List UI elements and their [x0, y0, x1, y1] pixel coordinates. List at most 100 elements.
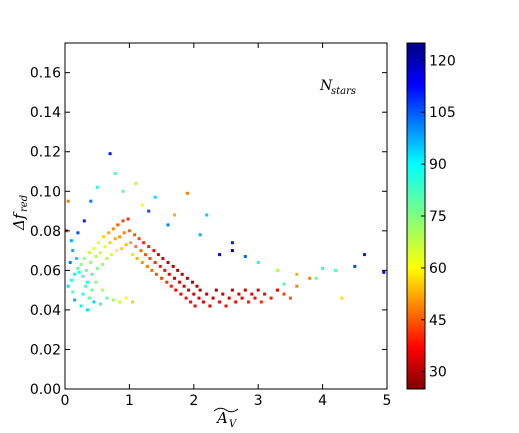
scatter-point — [124, 243, 128, 247]
scatter-point — [113, 172, 117, 175]
scatter-point — [176, 268, 180, 272]
scatter-point — [105, 296, 109, 300]
colorbar-tick-label: 30 — [429, 365, 447, 381]
scatter-point — [205, 213, 209, 217]
scatter-point — [100, 262, 104, 266]
scatter-point — [77, 270, 81, 274]
y-axis-label: Δf red — [10, 195, 30, 231]
scatter-point — [71, 249, 75, 253]
scatter-point — [234, 300, 238, 304]
scatter-point — [111, 227, 115, 231]
scatter-point — [66, 199, 70, 203]
scatter-point — [89, 199, 93, 203]
scatter-point — [84, 284, 88, 288]
scatter-point — [314, 276, 318, 280]
scatter-point — [282, 292, 286, 296]
scatter-point — [150, 268, 154, 272]
colorbar-tick-label: 45 — [429, 313, 447, 329]
plot-frame — [64, 42, 388, 390]
scatter-point — [81, 274, 85, 278]
y-tick-label: 0.10 — [30, 184, 61, 200]
x-axis-label: A V — [213, 407, 239, 430]
scatter-point — [237, 292, 241, 296]
scatter-point — [202, 300, 205, 304]
scatter-point — [94, 280, 98, 284]
scatter-point — [131, 300, 135, 304]
scatter-point — [134, 245, 138, 249]
scatter-point — [156, 253, 160, 257]
scatter-point — [147, 209, 151, 213]
scatter-point — [211, 296, 215, 300]
x-axis-ticks: 0 1 2 3 4 5 — [61, 43, 392, 409]
scatter-point — [256, 261, 260, 264]
x-tick-label: 5 — [383, 393, 392, 409]
scatter-point — [230, 241, 234, 245]
scatter-point — [382, 270, 386, 274]
scatter-point — [95, 266, 99, 270]
x-tick-label: 2 — [189, 393, 198, 409]
scatter-point — [79, 262, 83, 266]
scatter-point — [88, 296, 91, 300]
scatter-point — [198, 288, 202, 292]
scatter-point — [282, 282, 286, 286]
scatter-point — [88, 251, 91, 255]
scatter-point — [193, 304, 197, 308]
scatter-point — [153, 261, 157, 264]
scatter-point — [127, 229, 131, 233]
scatter-point — [250, 292, 254, 296]
y-tick-label: 0.02 — [30, 342, 61, 358]
scatter-point — [218, 300, 222, 304]
scatter-point — [173, 276, 176, 280]
scatter-point — [98, 302, 102, 306]
scatter-point — [131, 253, 135, 257]
scatter-point — [90, 272, 94, 276]
scatter-point — [253, 296, 257, 300]
scatter-point — [247, 300, 250, 304]
scatter-point — [94, 255, 98, 258]
svg-text:V: V — [229, 419, 238, 430]
scatter-point — [321, 266, 325, 270]
scatter-point — [134, 181, 138, 185]
scatter-point — [76, 266, 80, 270]
x-tick-label: 1 — [125, 393, 134, 409]
scatter-point — [288, 296, 292, 300]
scatter-point — [153, 195, 157, 199]
scatter-point — [165, 280, 169, 284]
scatter-point — [243, 288, 247, 292]
scatter-point — [276, 288, 279, 292]
scatter-point — [82, 257, 86, 260]
scatter-point — [243, 255, 247, 258]
scatter-point — [230, 249, 234, 253]
scatter-point — [73, 272, 77, 276]
scatter-point — [353, 264, 357, 268]
y-tick-label: 0.16 — [30, 66, 61, 82]
scatter-point — [295, 284, 299, 288]
scatter-points — [64, 152, 386, 312]
scatter-point — [86, 308, 89, 312]
colorbar-ticks: 30 45 60 75 90 105 120 — [421, 53, 456, 381]
scatter-point — [115, 249, 118, 253]
scatter-point — [187, 288, 191, 292]
scatter-point — [240, 296, 244, 300]
svg-text:stars: stars — [331, 86, 356, 97]
y-tick-label: 0.12 — [30, 145, 61, 161]
scatter-point — [180, 272, 184, 276]
scatter-point — [208, 304, 212, 308]
scatter-point — [195, 284, 199, 288]
scatter-point — [100, 288, 104, 292]
scatter-point — [79, 304, 83, 308]
scatter-point — [120, 247, 124, 251]
scatter-point — [148, 257, 152, 260]
scatter-point — [98, 251, 102, 255]
scatter-point — [109, 253, 113, 257]
scatter-point — [184, 296, 188, 300]
scatter-point — [179, 292, 183, 296]
scatter-point — [73, 298, 77, 302]
scatter-point — [173, 213, 176, 217]
scatter-point — [308, 276, 312, 280]
scatter-point — [121, 189, 125, 193]
scatter-point — [197, 296, 201, 300]
scatter-point — [189, 300, 193, 304]
scatter-point — [82, 219, 86, 223]
